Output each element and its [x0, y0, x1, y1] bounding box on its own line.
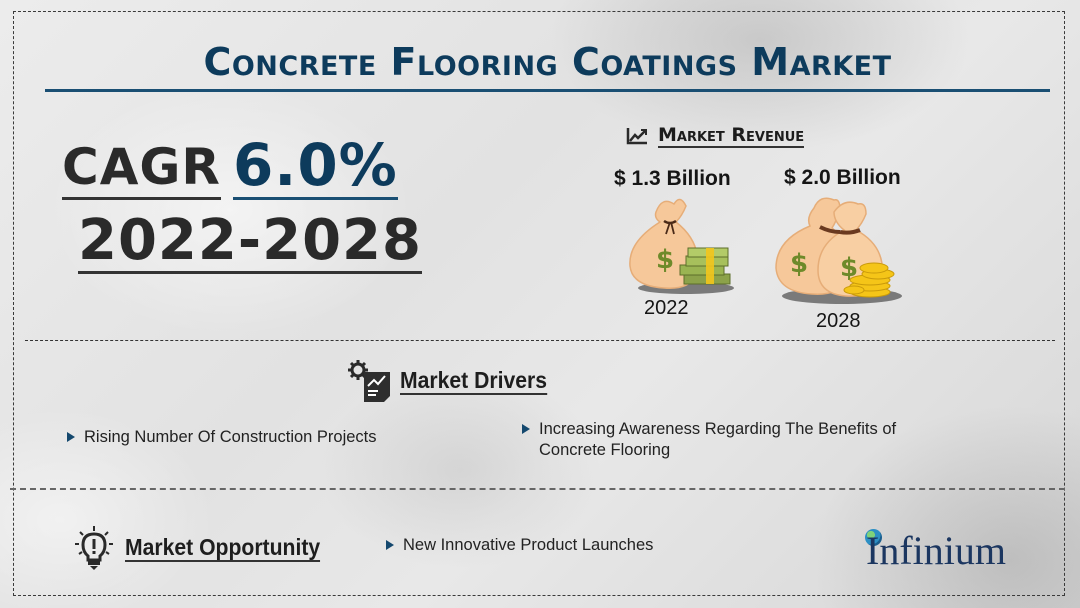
- section-divider-bottom: [10, 488, 1065, 490]
- lightbulb-icon: [75, 526, 113, 570]
- driver-item: Rising Number Of Construction Projects: [67, 427, 377, 448]
- svg-text:$: $: [790, 249, 808, 279]
- money-bag-with-cash-icon: $: [629, 198, 734, 294]
- market-opportunity-heading: Market Opportunity: [75, 526, 337, 570]
- revenue-2022-year: 2022: [644, 297, 689, 319]
- market-revenue-title: Market Revenue: [658, 124, 805, 148]
- cagr-block: CAGR 6.0%: [62, 135, 398, 200]
- opportunity-text: New Innovative Product Launches: [403, 536, 654, 554]
- revenue-2022-amount: $ 1.3 Billion: [614, 167, 731, 190]
- line-chart-icon: [626, 128, 647, 145]
- svg-text:$: $: [656, 245, 674, 275]
- infinium-logo: Infinium: [866, 528, 1006, 573]
- bullet-triangle-icon: [67, 432, 75, 442]
- opportunity-item: New Innovative Product Launches: [386, 535, 653, 556]
- market-drivers-title: Market Drivers: [400, 366, 548, 395]
- title-underline: [45, 89, 1050, 92]
- gear-report-icon: [348, 360, 390, 402]
- driver-item: Increasing Awareness Regarding The Benef…: [522, 419, 942, 461]
- outer-dashed-frame: [13, 11, 1065, 596]
- driver-text: Rising Number Of Construction Projects: [84, 428, 377, 446]
- section-divider-top: [25, 340, 1055, 341]
- svg-text:$: $: [840, 253, 858, 283]
- driver-text: Increasing Awareness Regarding The Benef…: [539, 420, 897, 459]
- two-money-bags-with-coins-icon: $ $: [775, 197, 902, 304]
- cagr-label: CAGR: [62, 139, 221, 200]
- page-title: Concrete Flooring Coatings Market: [203, 40, 892, 84]
- globe-icon: [865, 529, 882, 546]
- bullet-triangle-icon: [522, 424, 530, 434]
- revenue-2028-year: 2028: [816, 310, 861, 332]
- cagr-period: 2022-2028: [78, 208, 422, 274]
- revenue-2028-amount: $ 2.0 Billion: [784, 166, 901, 189]
- market-revenue-heading: Market Revenue: [626, 124, 805, 148]
- bullet-triangle-icon: [386, 540, 394, 550]
- cagr-value: 6.0%: [232, 131, 398, 200]
- market-opportunity-title: Market Opportunity: [125, 533, 321, 562]
- market-drivers-heading: Market Drivers: [348, 360, 560, 402]
